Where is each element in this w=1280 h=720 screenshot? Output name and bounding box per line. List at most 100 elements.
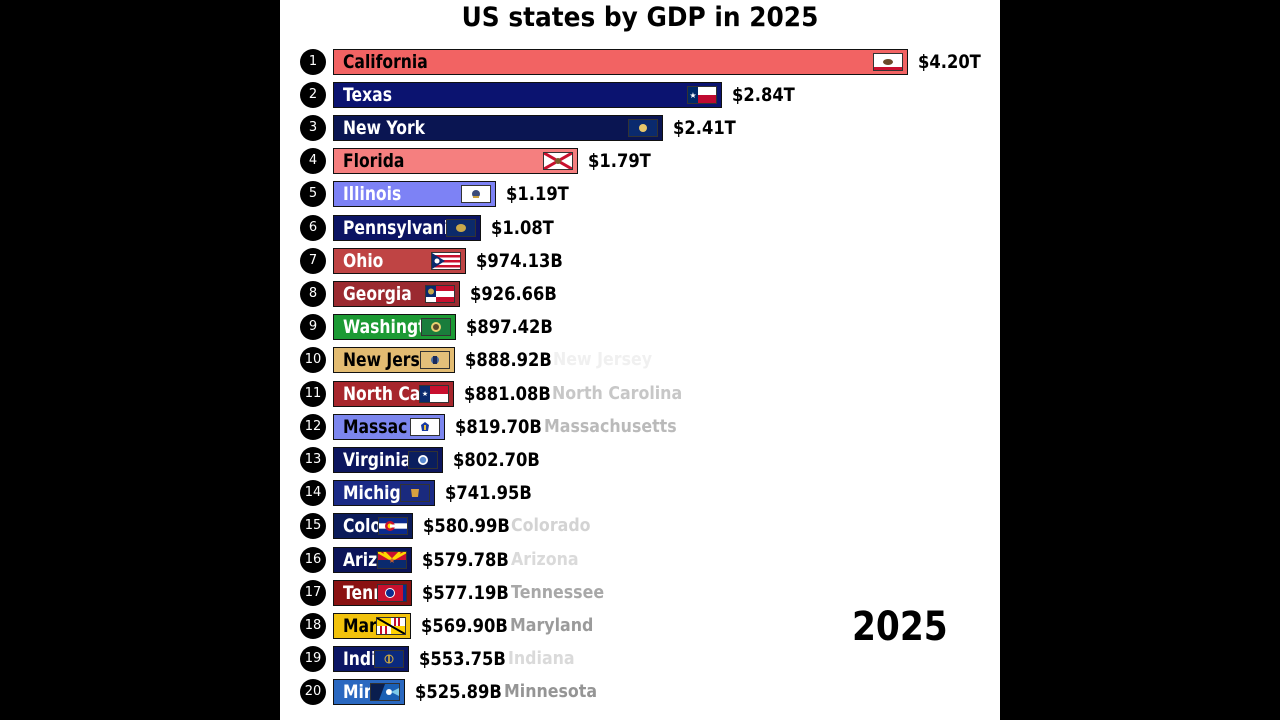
rank-badge: 20 [300,679,326,706]
rank-badge: 17 [300,579,326,606]
bar-new-jersey: New Jers [333,347,455,374]
value-label: $579.78B [422,548,510,571]
colorado-flag-icon [377,517,408,536]
rank-badge: 9 [300,314,326,341]
bar-label: Michig [343,482,401,505]
bar-label: Colo [343,515,382,538]
georgia-flag-icon [424,284,455,303]
bar-georgia: Georgia [333,280,460,307]
new-jersey-flag-icon [419,351,450,370]
ghost-label: Indiana [507,648,575,670]
rank-badge: 7 [300,247,326,274]
chart-title: US states by GDP in 2025 [461,2,819,33]
value-label: $580.99B [422,515,510,538]
rank-badge: 1 [300,48,326,75]
value-label: $802.70B [452,448,540,471]
value-label: $897.42B [465,316,553,339]
bar-michigan: Michig [333,480,435,507]
rank-badge: 10 [300,347,326,374]
virginia-flag-icon [407,450,438,469]
rank-badge: 3 [300,114,326,141]
value-label: $888.92B [464,349,552,372]
rank-badge: 11 [300,380,326,407]
texas-flag-icon: ★ [686,85,717,104]
ghost-label: Massachusetts [544,415,677,437]
bar-maryland: Mar [333,612,412,639]
rank-badge: 8 [300,280,326,307]
bar-colorado: Colo [333,513,413,540]
value-label: $1.08T [490,216,554,239]
bar-label: California [343,50,428,73]
rank-badge: 19 [300,646,326,673]
ghost-label: New Jersey [553,349,653,371]
value-label: $819.70B [455,415,543,438]
rank-badge: 12 [300,413,326,440]
bar-label: Ohio [343,249,384,272]
value-label: $741.95B [444,482,532,505]
bar-label: New York [343,116,426,139]
bar-label: Min [343,681,375,704]
arizona-flag-icon: ★ [377,550,408,569]
bar-pennsylvania: Pennsylvani [333,214,481,241]
bar-label: Mar [343,614,377,637]
bar-label: Indi [343,648,377,671]
svg-text:★: ★ [389,556,396,565]
ghost-label: Minnesota [503,681,597,703]
rank-badge: 5 [300,181,326,208]
bar-florida: Florida [333,148,579,175]
rank-badge: 14 [300,480,326,507]
bar-ohio: Ohio [333,247,467,274]
bar-label: North Ca [343,382,421,405]
maryland-flag-icon [376,616,407,635]
new-york-flag-icon [627,118,658,137]
value-label: $926.66B [469,282,557,305]
ghost-label: Tennessee [510,581,604,603]
value-label: $974.13B [476,249,564,272]
rank-badge: 15 [300,513,326,540]
value-label: $569.90B [421,614,508,637]
bar-label: Virginia [343,448,412,471]
ghost-label: Maryland [509,614,594,636]
bar-illinois: Illinois [333,181,496,208]
rank-badge: 18 [300,612,326,639]
value-label: $1.79T [588,150,651,173]
bar-chart: 1 California $4.20T 2 Texas ★ $2.84T 3 New York $… [280,0,1000,720]
bar-arizona: Ariz ★ [333,546,413,573]
indiana-flag-icon [373,650,404,669]
bar-label: Illinois [343,183,402,206]
value-label: $4.20T [918,50,981,73]
ghost-label: Colorado [511,515,591,537]
bar-washington: Washingt [333,314,456,341]
rank-badge: 6 [300,214,326,241]
pennsylvania-flag-icon [445,218,476,237]
bar-label: Washingt [343,316,426,339]
bar-label: Massac [343,415,408,438]
ghost-label: Arizona [511,548,579,570]
bar-massachusetts: Massac [333,413,446,440]
svg-text:★: ★ [689,91,696,100]
massachusetts-flag-icon [410,417,441,436]
ghost-label: North Carolina [552,382,683,404]
rank-badge: 16 [300,546,326,573]
value-label: $2.41T [672,116,736,139]
bar-virginia: Virginia [333,446,443,473]
michigan-flag-icon [399,484,430,503]
value-label: $881.08B [463,382,551,405]
value-label: $2.84T [731,83,795,106]
value-label: $1.19T [505,183,569,206]
bar-label: Tenn [343,581,385,604]
bar-label: Georgia [343,282,412,305]
illinois-flag-icon [460,185,491,204]
rank-badge: 13 [300,446,326,473]
bar-label: Pennsylvani [343,216,450,239]
tennessee-flag-icon [377,583,408,602]
chart-panel: US states by GDP in 2025 1 California $4.2… [280,0,1000,720]
california-flag-icon [873,52,903,71]
bar-minnesota: Min [333,679,405,706]
year-label: 2025 [852,604,948,650]
rank-badge: 4 [300,148,326,175]
ohio-flag-icon [431,251,462,270]
bar-north-carolina: North Ca ★ [333,380,454,407]
bar-tennessee: Tenn [333,579,413,606]
north-carolina-flag-icon: ★ [418,384,449,403]
